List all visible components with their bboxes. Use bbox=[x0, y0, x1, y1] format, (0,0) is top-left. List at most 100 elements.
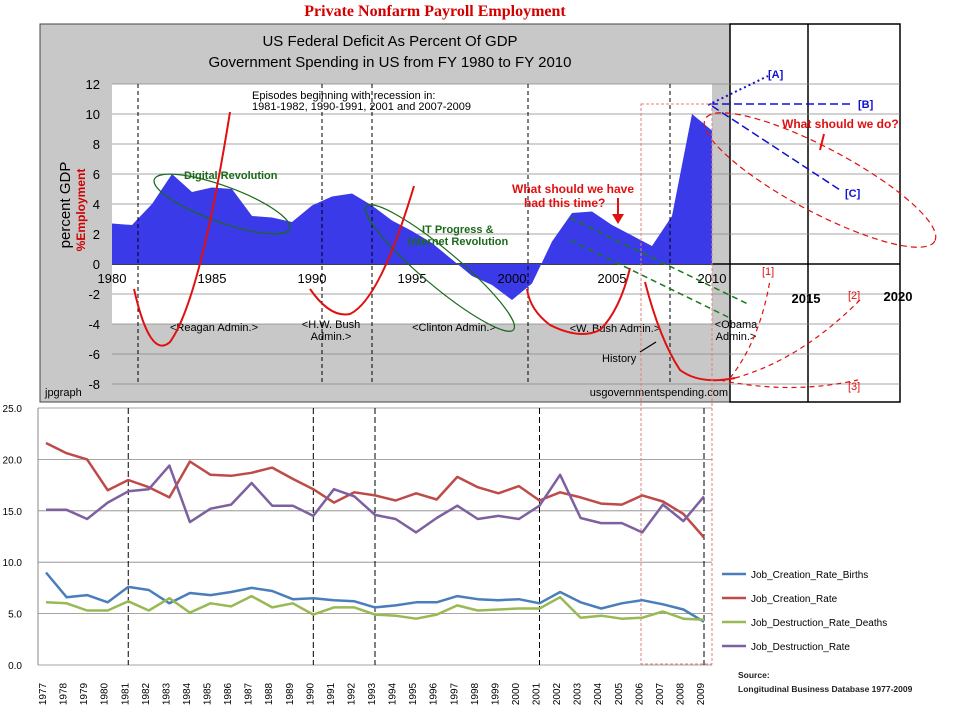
bottom-x-tick-label: 1989 bbox=[285, 682, 296, 705]
legend-label: Job_Creation_Rate_Births bbox=[751, 570, 868, 581]
administration-label: Admin.> bbox=[311, 331, 352, 343]
bottom-x-tick-label: 1979 bbox=[79, 682, 90, 705]
top-x-tick-label: 2015 bbox=[792, 291, 821, 306]
bottom-x-tick-label: 1995 bbox=[408, 682, 419, 705]
bottom-x-tick-label: 1981 bbox=[120, 682, 131, 705]
bottom-x-tick-label: 1998 bbox=[470, 682, 481, 705]
projection-a-label: [A] bbox=[768, 69, 784, 81]
future-panel bbox=[729, 23, 901, 403]
bottom-x-tick-label: 2009 bbox=[696, 682, 707, 705]
top-y-tick-label: 2 bbox=[93, 227, 100, 242]
projection-c-label: [C] bbox=[845, 188, 861, 200]
scenario-2-path bbox=[734, 299, 861, 379]
bottom-x-tick-label: 2002 bbox=[552, 682, 563, 705]
source-label: Source: bbox=[738, 670, 770, 680]
bottom-x-tick-label: 1978 bbox=[59, 682, 70, 705]
administration-label: <Reagan Admin.> bbox=[170, 322, 258, 334]
should-do-arrow bbox=[819, 133, 825, 151]
employment-curve-2007 bbox=[644, 281, 736, 382]
bottom-x-tick-label: 1994 bbox=[388, 682, 399, 705]
top-y-tick-label: 8 bbox=[93, 137, 100, 152]
series-line-job-destruction-rate bbox=[46, 464, 705, 534]
bottom-y-tick-label: 5.0 bbox=[8, 610, 22, 621]
bottom-x-tick-label: 1991 bbox=[326, 682, 337, 705]
bottom-x-tick-label: 1984 bbox=[182, 682, 193, 705]
it-progress-label: IT Progress & bbox=[422, 224, 494, 236]
bottom-x-tick-label: 1977 bbox=[38, 682, 49, 705]
top-x-tick-label: 2020 bbox=[884, 289, 913, 304]
bottom-x-tick-label: 2008 bbox=[675, 682, 686, 705]
top-x-tick-label: 2005 bbox=[598, 271, 627, 286]
should-have-label: What should we have bbox=[512, 182, 634, 196]
legend-label: Job_Creation_Rate bbox=[751, 594, 838, 605]
series-line-job-destruction-rate-deaths bbox=[45, 594, 705, 622]
scenario-3-label: [3] bbox=[848, 381, 860, 393]
scenario-2-label: [2] bbox=[848, 290, 860, 302]
bottom-y-tick-label: 10.0 bbox=[3, 558, 23, 569]
should-have-arrowhead bbox=[612, 214, 624, 224]
series-line-job-creation-rate bbox=[45, 441, 705, 539]
bottom-x-tick-label: 2004 bbox=[593, 682, 604, 705]
bottom-x-tick-label: 2006 bbox=[634, 682, 645, 705]
source-text: Longitudinal Business Database 1977-2009 bbox=[738, 684, 913, 694]
top-y-axis-label: percent GDP bbox=[57, 162, 74, 249]
top-y-tick-label: -4 bbox=[88, 317, 100, 332]
administration-label: <Clinton Admin.> bbox=[412, 322, 496, 334]
top-y-tick-label: 12 bbox=[86, 77, 100, 92]
scenario-1-path bbox=[729, 279, 771, 379]
employment-curve-2000s bbox=[526, 267, 631, 335]
bottom-x-tick-label: 1990 bbox=[305, 682, 316, 705]
bottom-x-tick-label: 2000 bbox=[511, 682, 522, 705]
series-line-job-creation-rate-births bbox=[45, 571, 705, 623]
administration-label: <Obama bbox=[715, 319, 758, 331]
employment-curve-1990s bbox=[309, 185, 415, 316]
credit-right: usgovernmentspending.com bbox=[590, 387, 728, 399]
bottom-x-tick-label: 1996 bbox=[429, 682, 440, 705]
bottom-x-tick-label: 1982 bbox=[141, 682, 152, 705]
bottom-x-tick-label: 2007 bbox=[655, 682, 666, 705]
projection-b-label: [B] bbox=[858, 99, 874, 111]
projection-c-line bbox=[711, 105, 841, 191]
top-x-tick-label: 1980 bbox=[98, 271, 127, 286]
bottom-y-tick-label: 25.0 bbox=[3, 404, 23, 415]
digital-revolution-label: Digital Revolution bbox=[184, 170, 278, 182]
page-title: Private Nonfarm Payroll Employment bbox=[304, 3, 566, 20]
top-y-axis-overlay-label: %Employment bbox=[74, 169, 88, 252]
bottom-x-tick-label: 1993 bbox=[367, 682, 378, 705]
top-y-tick-label: -2 bbox=[88, 287, 100, 302]
deficit-area bbox=[112, 114, 712, 300]
should-do-label: What should we do? bbox=[782, 117, 899, 131]
bottom-x-tick-label: 1985 bbox=[203, 682, 214, 705]
episodes-years-annotation: 1981-1982, 1990-1991, 2001 and 2007-2009 bbox=[252, 101, 471, 113]
bottom-y-tick-label: 15.0 bbox=[3, 507, 23, 518]
bottom-x-tick-label: 1986 bbox=[223, 682, 234, 705]
green-dashed-band-upper bbox=[569, 217, 751, 306]
bottom-x-tick-label: 1999 bbox=[490, 682, 501, 705]
top-y-tick-label: 6 bbox=[93, 167, 100, 182]
bottom-x-tick-label: 1980 bbox=[100, 682, 111, 705]
should-have-label-2: had this time? bbox=[524, 196, 605, 210]
history-label: History bbox=[602, 353, 637, 365]
credit-left: jpgraph bbox=[44, 387, 82, 399]
bottom-x-tick-label: 1992 bbox=[346, 682, 357, 705]
projection-a-line bbox=[707, 75, 769, 106]
bottom-x-tick-label: 2003 bbox=[573, 682, 584, 705]
top-x-tick-label: 1985 bbox=[198, 271, 227, 286]
top-chart-title: US Federal Deficit As Percent Of GDP bbox=[262, 33, 517, 50]
episodes-annotation: Episodes beginning with recession in: bbox=[252, 90, 435, 102]
bottom-y-tick-label: 20.0 bbox=[3, 455, 23, 466]
legend-label: Job_Destruction_Rate_Deaths bbox=[751, 618, 887, 629]
top-y-tick-label: 10 bbox=[86, 107, 100, 122]
employment-curve-1980s bbox=[133, 111, 231, 347]
top-x-tick-label: 1990 bbox=[298, 271, 327, 286]
top-chart-subtitle: Government Spending in US from FY 1980 t… bbox=[209, 54, 572, 71]
top-x-tick-label: 2000 bbox=[498, 271, 527, 286]
digital-revolution-ellipse bbox=[153, 173, 291, 235]
top-y-tick-label: 0 bbox=[93, 257, 100, 272]
bottom-x-tick-label: 1983 bbox=[161, 682, 172, 705]
it-progress-ellipse bbox=[364, 204, 516, 332]
top-x-tick-label: 1995 bbox=[398, 271, 427, 286]
top-y-tick-label: -6 bbox=[88, 347, 100, 362]
internet-revolution-label: Internet Revolution bbox=[408, 236, 509, 248]
